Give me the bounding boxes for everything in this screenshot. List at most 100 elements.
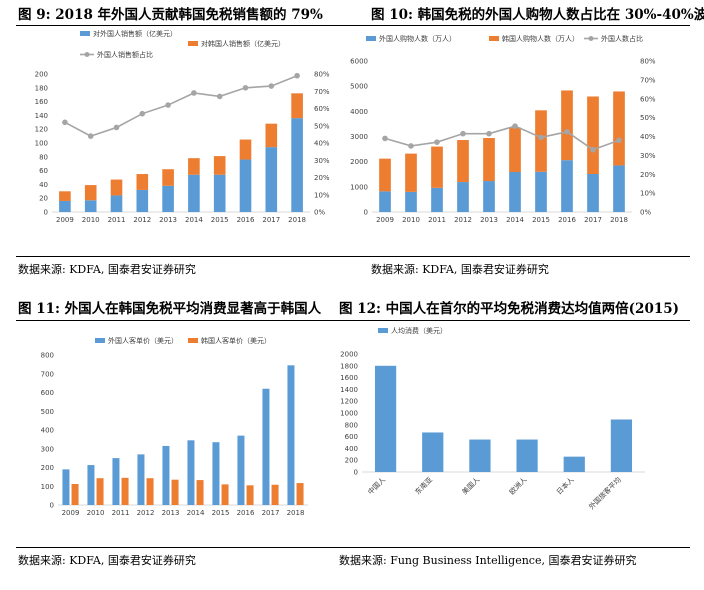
- chart1-bar-blue: [613, 165, 625, 212]
- chart1-y2tick: 50%: [640, 114, 656, 122]
- chart1-ytick: 3000: [350, 133, 368, 141]
- chart0-legend-label: 对外国人销售额（亿美元）: [93, 29, 177, 38]
- title-rule-top: [16, 25, 690, 26]
- chart2-bar-orange: [171, 479, 179, 505]
- chart3-legend-swatch: [378, 328, 388, 333]
- chart2-legend-label: 外国人客单价（美元）: [108, 336, 178, 345]
- chart2-category-label: 2015: [212, 509, 230, 517]
- chart2-legend-swatch: [95, 338, 105, 343]
- chart1-y2tick: 10%: [640, 190, 656, 198]
- chart0-y2tick: 0%: [314, 209, 325, 217]
- chart0-share-point: [268, 83, 275, 89]
- chart0-bar-orange: [84, 185, 97, 201]
- chart1-share-point: [408, 143, 414, 149]
- chart0-legend-label: 外国人销售额占比: [97, 50, 153, 59]
- chart0-bar-orange: [59, 191, 71, 201]
- chart0-ytick: 200: [35, 71, 48, 79]
- chart1-legend-swatch: [489, 36, 499, 41]
- chart1-y2tick: 20%: [640, 171, 656, 179]
- chart2-bar-blue: [62, 469, 70, 505]
- chart0-legend-marker: [84, 52, 90, 57]
- chart1-bar-orange: [379, 158, 391, 192]
- chart1-share-point: [512, 123, 518, 129]
- chart2-bar-orange: [196, 480, 204, 505]
- chart1-category-label: 2009: [376, 216, 394, 224]
- chart1-bar-orange: [431, 146, 443, 188]
- chart0-ytick: 180: [35, 84, 48, 92]
- chart0-y2tick: 40%: [314, 140, 330, 148]
- chart1-y2tick: 60%: [640, 95, 656, 103]
- chart1-legend-marker: [588, 36, 594, 41]
- chart0-share-point: [113, 124, 120, 131]
- chart0-category-label: 2017: [262, 216, 280, 224]
- chart1-bar-blue: [561, 160, 573, 212]
- chart1-bar-blue: [379, 191, 391, 212]
- source-rule-2: [16, 547, 690, 548]
- figure-11-source: 数据来源: KDFA, 国泰君安证券研究: [18, 554, 196, 567]
- chart3-category-label: 外国旅客平均: [587, 475, 623, 511]
- chart2-bar-orange: [271, 484, 279, 505]
- chart2-category-label: 2016: [237, 509, 255, 517]
- chart1-share-point: [382, 135, 388, 142]
- chart1-ytick: 6000: [350, 58, 368, 66]
- chart0-category-label: 2013: [159, 216, 177, 224]
- chart2-ytick: 700: [41, 370, 54, 378]
- chart2-bar-blue: [137, 454, 145, 505]
- chart1-bar-orange: [587, 96, 599, 174]
- chart1-share-point: [616, 137, 622, 144]
- chart3-ytick: 1800: [340, 362, 358, 370]
- chart1-bar-blue: [457, 182, 469, 212]
- chart0-bar-blue: [136, 189, 149, 212]
- chart1-y2tick: 80%: [640, 58, 656, 66]
- chart1-category-label: 2013: [480, 216, 498, 224]
- chart0-legend-label: 对韩国人销售额（亿美元）: [201, 39, 285, 48]
- chart1-share-point: [564, 128, 570, 135]
- chart0-share-point: [191, 90, 197, 96]
- chart2-ytick: 300: [41, 445, 54, 453]
- chart0-bar-orange: [136, 174, 149, 190]
- chart0-y2tick: 30%: [314, 157, 330, 165]
- chart3-category-label: 美国人: [460, 475, 481, 496]
- chart0-category-label: 2014: [185, 216, 203, 224]
- chart1-share-point: [538, 134, 544, 141]
- chart0-share-point: [294, 72, 300, 79]
- chart1-category-label: 2012: [454, 216, 472, 224]
- chart1-ytick: 4000: [350, 108, 368, 116]
- chart1-category-label: 2017: [584, 216, 602, 224]
- figure-10-source: 数据来源: KDFA, 国泰君安证券研究: [371, 263, 549, 276]
- chart1-y2tick: 30%: [640, 152, 656, 160]
- chart1-share-point: [460, 130, 466, 137]
- chart2-bar-orange: [121, 477, 129, 505]
- chart2-ytick: 500: [41, 408, 54, 416]
- chart1-ytick: 1000: [350, 183, 368, 191]
- chart2-legend-label: 韩国人客单价（美元）: [201, 336, 271, 345]
- figure-12-title: 图 12: 中国人在首尔的平均免税消费达均值两倍(2015): [339, 301, 680, 317]
- chart3-ytick: 2000: [340, 351, 358, 359]
- chart0-bar-orange: [188, 158, 200, 175]
- chart2-bar-orange: [96, 478, 104, 505]
- chart1-y2tick: 40%: [640, 133, 656, 141]
- chart1-legend-label: 韩国人购物人数（万人）: [502, 34, 579, 43]
- chart3-category-label: 日本人: [554, 475, 575, 496]
- chart0-bar-orange: [162, 169, 174, 186]
- chart0-share-point: [242, 85, 249, 91]
- chart0-y2tick: 70%: [314, 88, 330, 96]
- chart2-category-label: 2010: [87, 509, 105, 517]
- chart1-bar-orange: [457, 140, 469, 183]
- chart2-legend-swatch: [188, 338, 198, 343]
- chart2-bar-blue: [262, 388, 270, 505]
- chart0-ytick: 60: [39, 167, 48, 175]
- chart1-category-label: 2018: [610, 216, 628, 224]
- chart1-ytick: 5000: [350, 83, 368, 91]
- chart2-category-label: 2009: [62, 509, 80, 517]
- chart3-bar-blue: [469, 439, 491, 472]
- chart3-category-label: 中国人: [366, 475, 387, 496]
- chart0-bar-orange: [239, 139, 252, 160]
- chart1-bar-blue: [483, 181, 495, 212]
- chart1-bar-blue: [509, 171, 521, 212]
- chart2-bar-blue: [212, 442, 220, 505]
- chart2-category-label: 2014: [187, 509, 205, 517]
- chart1-bar-orange: [613, 91, 625, 166]
- source-rule-1: [16, 256, 690, 257]
